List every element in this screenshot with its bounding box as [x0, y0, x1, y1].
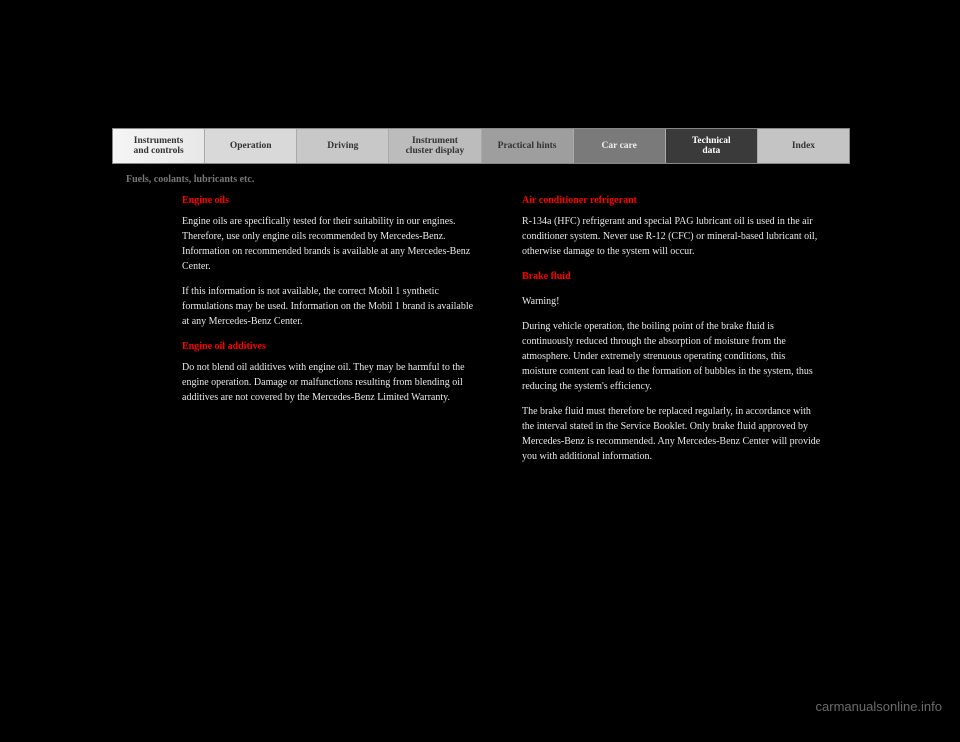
- tab-car-care[interactable]: Car care: [574, 129, 666, 163]
- tab-index[interactable]: Index: [758, 129, 849, 163]
- right-column: Air conditioner refrigerant R-134a (HFC)…: [522, 193, 822, 474]
- paragraph: During vehicle operation, the boiling po…: [522, 319, 822, 394]
- heading-engine-oils: Engine oils: [182, 193, 482, 208]
- tab-operation[interactable]: Operation: [205, 129, 297, 163]
- paragraph: Engine oils are specifically tested for …: [182, 214, 482, 274]
- paragraph: R-134a (HFC) refrigerant and special PAG…: [522, 214, 822, 259]
- tab-bar: Instrumentsand controls Operation Drivin…: [112, 128, 850, 164]
- paragraph: Do not blend oil additives with engine o…: [182, 360, 482, 405]
- heading-engine-oil-additives: Engine oil additives: [182, 339, 482, 354]
- left-column: Engine oils Engine oils are specifically…: [182, 193, 482, 474]
- tab-label: Driving: [327, 141, 358, 151]
- tab-label: Operation: [230, 141, 272, 151]
- tab-label: Practical hints: [498, 141, 557, 151]
- tab-instrument-cluster[interactable]: Instrumentcluster display: [389, 129, 481, 163]
- heading-ac-refrigerant: Air conditioner refrigerant: [522, 193, 822, 208]
- tab-label: Instrumentcluster display: [406, 136, 465, 157]
- tab-driving[interactable]: Driving: [297, 129, 389, 163]
- watermark: carmanualsonline.info: [816, 699, 942, 714]
- tab-label: Technicaldata: [692, 136, 731, 157]
- section-title: Fuels, coolants, lubricants etc.: [126, 174, 850, 185]
- tab-label: Instrumentsand controls: [133, 136, 183, 157]
- content-columns: Engine oils Engine oils are specifically…: [112, 193, 850, 474]
- tab-instruments-controls[interactable]: Instrumentsand controls: [113, 129, 205, 163]
- tab-label: Index: [792, 141, 815, 151]
- paragraph: If this information is not available, th…: [182, 284, 482, 329]
- warning-block: Warning! During vehicle operation, the b…: [522, 294, 822, 464]
- heading-brake-fluid: Brake fluid: [522, 269, 822, 284]
- paragraph: The brake fluid must therefore be replac…: [522, 404, 822, 464]
- tab-practical-hints[interactable]: Practical hints: [482, 129, 574, 163]
- tab-label: Car care: [602, 141, 637, 151]
- warning-title: Warning!: [522, 294, 822, 309]
- manual-page: Instrumentsand controls Operation Drivin…: [112, 128, 850, 474]
- tab-technical-data[interactable]: Technicaldata: [666, 129, 758, 163]
